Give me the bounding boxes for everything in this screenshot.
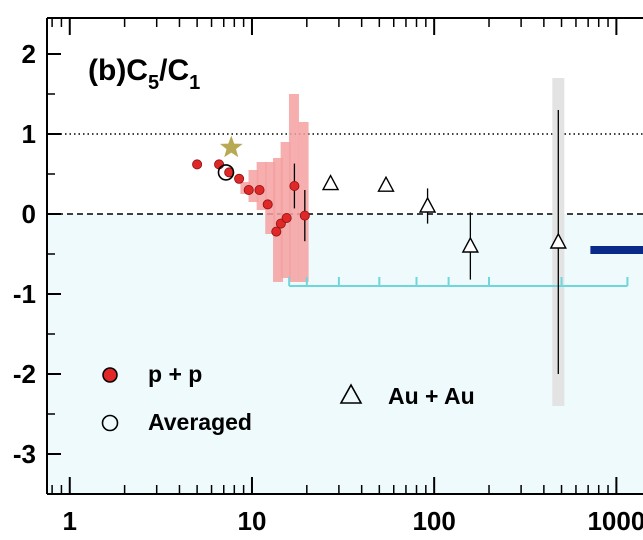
y-tick-label-0: 2: [22, 39, 36, 69]
pp-point-4: [243, 184, 254, 195]
axis-ticks: [47, 18, 618, 495]
star-marker: [219, 135, 243, 158]
auau-point-0: [321, 174, 340, 191]
legend-marker-auau: [339, 383, 363, 404]
negative-region-shading: [47, 214, 643, 494]
x-tick-label-2: 100: [412, 506, 455, 536]
auau-point-1: [377, 175, 395, 192]
legend-marker-averaged: [101, 414, 119, 432]
y-tick-label-5: -3: [13, 439, 36, 469]
pp-sys-band-5: [280, 142, 291, 278]
extra-markers: [219, 135, 643, 287]
pp-point-11: [299, 210, 310, 221]
y-tick-label-2: 0: [22, 199, 36, 229]
pp-sys-band-3: [265, 162, 276, 234]
blue-band: [590, 246, 643, 254]
pp-point-5: [254, 184, 265, 195]
legend-label-pp: p + p: [148, 361, 202, 387]
chart-title: (b)C5/C1: [88, 54, 200, 94]
legend-label-auau: Au + Au: [388, 383, 475, 409]
y-tick-label-3: -1: [13, 279, 36, 309]
y-tick-label-1: 1: [22, 119, 36, 149]
data-points: [192, 159, 567, 253]
title-subscript-2: 1: [189, 72, 200, 94]
title-main: (b)C: [88, 54, 148, 87]
pp-point-0: [192, 159, 203, 170]
averaged-point-0: [217, 164, 235, 181]
auau-point-4: [549, 232, 567, 249]
x-tick-label-1: 10: [238, 506, 267, 536]
title-subscript-1: 5: [148, 72, 159, 94]
pp-point-6: [262, 199, 273, 210]
legend-label-averaged: Averaged: [148, 409, 252, 435]
legend: p + p Averaged Au + Au: [101, 361, 475, 435]
pp-point-7: [271, 226, 282, 237]
shaded-region: [47, 214, 643, 494]
pp-point-1: [214, 159, 225, 170]
y-tick-label-4: -2: [13, 359, 36, 389]
x-tick-label-0: 1: [63, 506, 77, 536]
legend-marker-pp: [102, 367, 118, 383]
pp-sys-band-1: [248, 170, 259, 202]
pp-sys-band-7: [298, 122, 309, 282]
pp-point-9: [281, 212, 292, 223]
reference-lines: [47, 133, 643, 215]
x-tick-label-3: 1000: [587, 506, 643, 536]
pp-point-10: [289, 180, 300, 191]
auau-point-2: [418, 196, 437, 213]
pp-point-3: [234, 173, 245, 184]
title-slash: /C: [159, 54, 189, 87]
auau-point-3: [461, 236, 480, 253]
